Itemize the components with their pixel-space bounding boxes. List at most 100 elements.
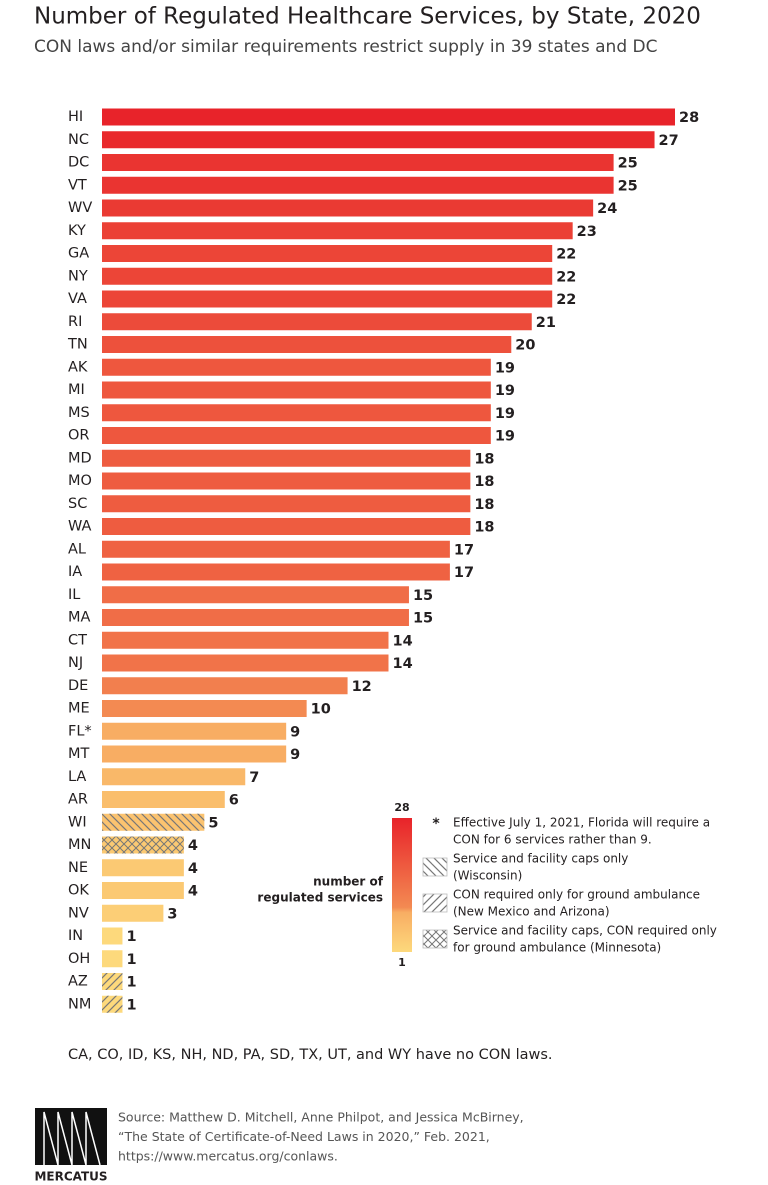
- logo: MERCATUS: [34, 1108, 108, 1184]
- value-label: 15: [413, 611, 433, 627]
- bar: [102, 267, 553, 285]
- bar: [102, 404, 491, 422]
- note-text: CON for 6 services rather than 9.: [453, 833, 652, 847]
- value-label: 14: [393, 633, 413, 649]
- bar-hatch: [102, 836, 184, 854]
- colorbar: [392, 818, 412, 952]
- colorbar-tick-label: 28: [394, 801, 409, 814]
- category-label: NY: [68, 268, 88, 284]
- value-label: 20: [515, 338, 535, 354]
- category-label: MT: [68, 746, 90, 762]
- note-swatch: [422, 929, 448, 949]
- category-label: OK: [68, 883, 89, 899]
- category-label: MS: [68, 405, 90, 421]
- bar: [102, 904, 164, 922]
- category-label: RI: [68, 314, 82, 330]
- value-label: 17: [454, 542, 474, 558]
- category-label: LA: [68, 769, 86, 785]
- chart-subtitle: CON laws and/or similar requirements res…: [34, 37, 657, 57]
- value-label: 15: [413, 588, 433, 604]
- value-label: 28: [679, 110, 699, 126]
- bar: [102, 654, 389, 672]
- value-label: 19: [495, 383, 515, 399]
- value-label: 9: [290, 724, 300, 740]
- bar: [102, 176, 614, 194]
- bar: [102, 131, 655, 149]
- category-label: DE: [68, 678, 88, 694]
- value-label: 19: [495, 360, 515, 376]
- source-text: https://www.mercatus.org/conlaws.: [118, 1149, 338, 1164]
- bar: [102, 586, 409, 604]
- value-label: 1: [126, 975, 136, 991]
- colorbar-label: regulated services: [257, 891, 383, 905]
- category-label: CT: [68, 632, 87, 648]
- value-label: 12: [352, 679, 372, 695]
- value-label: 7: [249, 770, 259, 786]
- bar: [102, 791, 225, 808]
- bar: [102, 700, 307, 717]
- bar: [102, 358, 491, 376]
- category-label: TN: [67, 337, 88, 353]
- bar: [102, 518, 471, 535]
- note-text: Effective July 1, 2021, Florida will req…: [453, 816, 710, 830]
- bar: [102, 336, 512, 353]
- value-label: 1: [126, 929, 136, 945]
- bar: [102, 313, 532, 331]
- logo-text: MERCATUS: [34, 1170, 107, 1184]
- note-swatch: [422, 893, 448, 913]
- value-label: 3: [167, 906, 177, 922]
- value-label: 17: [454, 565, 474, 581]
- bar: [102, 631, 389, 649]
- value-label: 4: [188, 838, 198, 854]
- bar: [102, 381, 491, 399]
- category-label: AK: [68, 359, 88, 375]
- category-label: WA: [68, 519, 92, 535]
- bar-hatch: [102, 813, 205, 831]
- category-label: NC: [68, 132, 89, 148]
- bar: [102, 290, 553, 308]
- bar: [102, 722, 287, 740]
- category-label: WI: [68, 814, 87, 830]
- value-label: 14: [393, 656, 413, 672]
- source-text: “The State of Certificate-of-Need Laws i…: [118, 1129, 490, 1144]
- category-label: NV: [68, 905, 89, 921]
- category-label: AZ: [68, 974, 88, 990]
- bar: [102, 882, 184, 899]
- value-label: 25: [618, 156, 638, 172]
- value-label: 23: [577, 224, 597, 240]
- bar: [102, 563, 450, 581]
- note-text: CON required only for ground ambulance: [453, 888, 700, 902]
- category-label: OH: [68, 951, 90, 967]
- bar: [102, 859, 184, 877]
- bar: [102, 427, 491, 444]
- bar: [102, 472, 471, 490]
- category-label: FL*: [68, 723, 92, 739]
- value-label: 5: [208, 815, 218, 831]
- note-text: (New Mexico and Arizona): [453, 905, 610, 919]
- category-label: IN: [68, 928, 83, 944]
- category-label: NM: [68, 996, 91, 1012]
- category-label: KY: [68, 223, 86, 239]
- category-label: HI: [68, 109, 83, 125]
- category-label: WV: [68, 200, 92, 216]
- bar: [102, 927, 123, 945]
- value-label: 18: [474, 497, 494, 513]
- category-label: NJ: [68, 655, 83, 671]
- source-text: Source: Matthew D. Mitchell, Anne Philpo…: [118, 1110, 524, 1125]
- value-label: 22: [556, 269, 576, 285]
- bar: [102, 745, 287, 763]
- value-label: 4: [188, 861, 198, 877]
- logo-mark: [35, 1108, 107, 1165]
- category-label: SC: [68, 496, 87, 512]
- note-text: Service and facility caps only: [453, 852, 628, 866]
- category-label: MI: [68, 382, 85, 398]
- value-label: 22: [556, 292, 576, 308]
- bar: [102, 609, 409, 626]
- colorbar-label: number of: [313, 875, 384, 889]
- bar: [102, 495, 471, 513]
- value-label: 1: [126, 952, 136, 968]
- category-label: GA: [68, 246, 89, 262]
- value-label: 9: [290, 747, 300, 763]
- value-label: 25: [618, 178, 638, 194]
